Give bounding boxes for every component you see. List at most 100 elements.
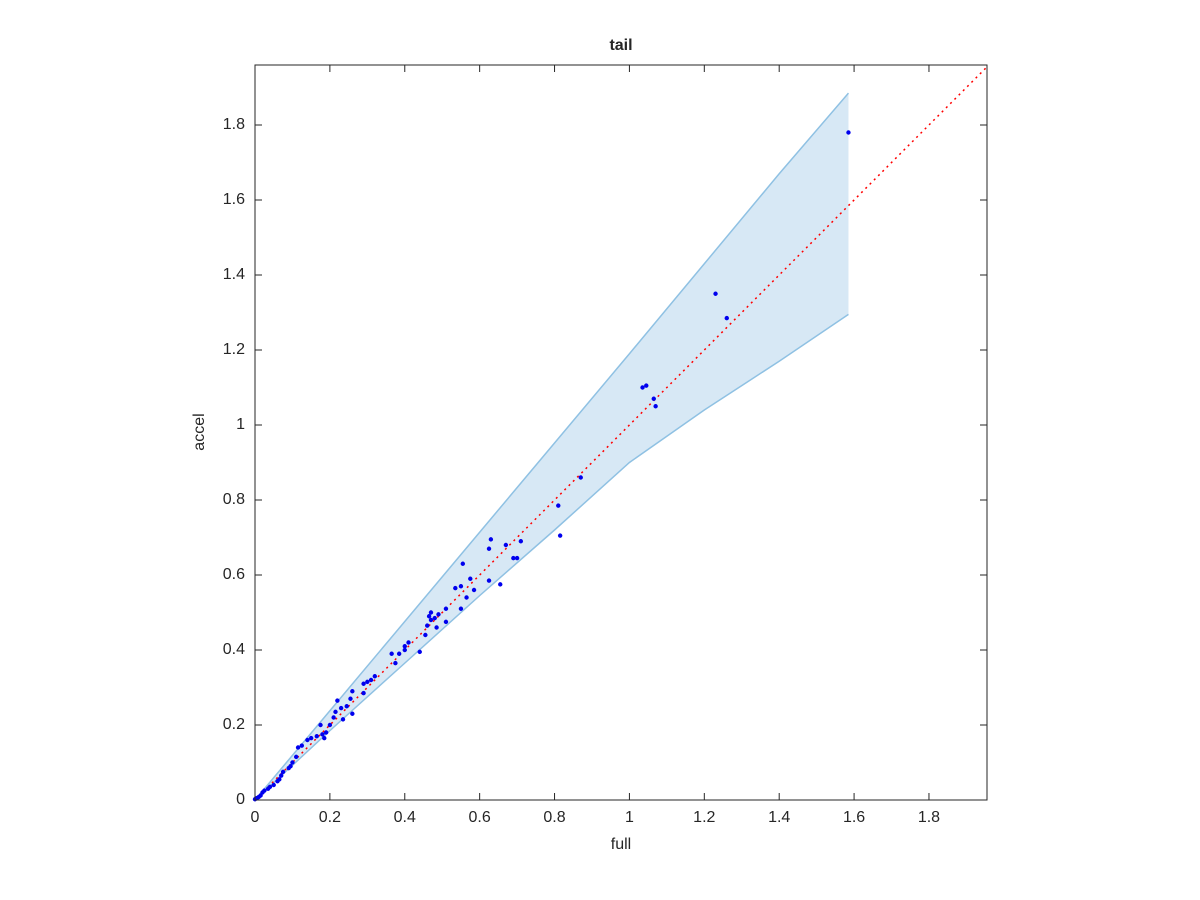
scatter-point xyxy=(651,396,656,401)
scatter-point xyxy=(299,743,305,748)
scatter-point xyxy=(468,576,473,581)
plot-area xyxy=(252,66,988,802)
y-tick-label: 1 xyxy=(236,416,245,433)
scatter-point xyxy=(464,595,469,600)
scatter-point xyxy=(365,679,370,685)
chart-title: tail xyxy=(609,37,632,54)
x-tick-label: 0.6 xyxy=(469,809,491,826)
scatter-point xyxy=(640,385,645,390)
x-tick-label: 1 xyxy=(625,809,634,826)
scatter-point xyxy=(428,610,434,615)
scatter-point xyxy=(402,644,407,649)
x-tick-label: 0 xyxy=(251,809,260,826)
scatter-point xyxy=(434,625,439,630)
y-axis-label: accel xyxy=(191,413,208,450)
scatter-point xyxy=(471,587,477,593)
scatter-point xyxy=(578,475,583,480)
band-lower-edge xyxy=(254,313,849,801)
scatter-point xyxy=(275,779,280,784)
y-tick-label: 0.6 xyxy=(223,566,245,583)
band-upper-edge xyxy=(254,92,850,801)
scatter-point xyxy=(653,404,658,409)
scatter-point xyxy=(423,632,428,638)
scatter-point xyxy=(486,546,492,551)
scatter-point xyxy=(361,690,366,696)
scatter-point xyxy=(308,735,314,741)
scatter-point xyxy=(279,773,284,778)
scatter-point xyxy=(393,660,398,666)
y-tick-label: 1.2 xyxy=(223,341,245,358)
scatter-point xyxy=(293,754,299,760)
scatter-point xyxy=(295,745,301,750)
scatter-point xyxy=(372,674,378,679)
scatter-point xyxy=(333,709,338,715)
x-tick-label: 1.2 xyxy=(693,809,715,826)
scatter-point xyxy=(486,578,492,583)
scatter-point xyxy=(305,737,310,743)
scatter-point xyxy=(503,542,509,548)
scatter-point xyxy=(518,539,524,544)
scatter-point xyxy=(432,615,437,621)
x-axis-label: full xyxy=(611,836,631,853)
scatter-point xyxy=(331,715,336,720)
scatter-point xyxy=(514,555,520,561)
scatter-point xyxy=(724,315,729,321)
scatter-point xyxy=(488,537,494,542)
y-tick-label: 1.6 xyxy=(223,191,245,208)
scatter-point xyxy=(335,698,340,703)
scatter-point xyxy=(713,291,718,296)
scatter-point xyxy=(327,722,333,728)
y-tick-label: 1.8 xyxy=(223,116,245,133)
scatter-point xyxy=(368,677,374,683)
scatter-point xyxy=(402,647,407,653)
scatter-point xyxy=(338,705,344,711)
scatter-point xyxy=(286,765,291,771)
scatter-point xyxy=(350,689,355,694)
scatter-point xyxy=(443,606,449,611)
scatter-point xyxy=(557,533,563,538)
scatter-point xyxy=(644,383,649,388)
axes-box xyxy=(254,64,988,801)
scatter-point xyxy=(846,130,851,135)
y-tick-label: 0.2 xyxy=(223,716,245,733)
scatter-point xyxy=(425,623,430,628)
scatter-point xyxy=(428,617,434,623)
scatter-point xyxy=(271,782,276,788)
scatter-point xyxy=(458,584,464,589)
scatter-point xyxy=(290,760,295,765)
scatter-point xyxy=(443,619,449,625)
scatter-point xyxy=(348,696,353,701)
scatter-point xyxy=(340,717,346,722)
scatter-point xyxy=(350,711,355,716)
x-tick-label: 1.4 xyxy=(768,809,790,826)
scatter-point xyxy=(320,732,325,737)
scatter-point xyxy=(498,582,503,587)
scatter-point xyxy=(453,585,458,591)
scatter-point xyxy=(406,640,411,645)
x-tick-label: 1.8 xyxy=(918,809,940,826)
scatter-point xyxy=(396,651,402,656)
y-tick-label: 0.4 xyxy=(223,641,245,658)
scatter-point xyxy=(426,614,432,619)
scatter-point xyxy=(417,649,422,655)
scatter-point xyxy=(322,735,327,741)
scatter-point xyxy=(556,503,561,508)
scatter-point xyxy=(265,786,271,791)
scatter-point xyxy=(460,561,466,566)
y-tick-label: 0.8 xyxy=(223,491,245,508)
x-tick-label: 1.6 xyxy=(843,809,865,826)
scatter-point xyxy=(280,769,286,775)
scatter-point xyxy=(318,722,323,728)
scatter-point xyxy=(436,612,441,617)
y-tick-label: 0 xyxy=(236,791,245,808)
scatter-point xyxy=(458,606,464,611)
x-tick-label: 0.4 xyxy=(394,809,416,826)
scatter-point xyxy=(314,734,319,739)
scatter-point xyxy=(323,730,329,735)
scatter-point xyxy=(511,555,516,561)
scatter-point xyxy=(344,704,349,709)
x-tick-label: 0.2 xyxy=(319,809,341,826)
y-tick-label: 1.4 xyxy=(223,266,245,283)
